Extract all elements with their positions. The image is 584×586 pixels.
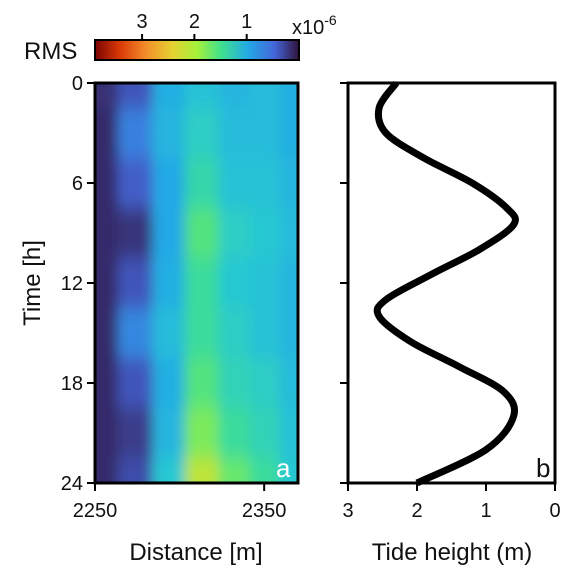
heatmap-cell bbox=[95, 108, 119, 159]
heatmap-cell bbox=[117, 458, 154, 483]
heatmap-cell bbox=[184, 408, 219, 459]
heatmap-cell bbox=[152, 83, 186, 109]
x-axis-title-a: Distance [m] bbox=[129, 539, 262, 566]
heatmap-axes: 0 6 12 18 24 2250 2350 bbox=[61, 73, 287, 522]
heatmap-cell bbox=[279, 458, 298, 483]
tide-frame bbox=[346, 81, 557, 485]
x-tick-label: 2250 bbox=[73, 500, 118, 522]
heatmap-cell bbox=[95, 458, 119, 483]
x-tick-label-b: 1 bbox=[480, 500, 491, 522]
colorbar: RMS 3 2 1 x10-6 bbox=[24, 11, 337, 65]
heatmap-cell bbox=[218, 208, 251, 259]
tide-axes: 3 2 1 0 bbox=[340, 82, 561, 522]
x-tick-label-b: 0 bbox=[549, 500, 560, 522]
heatmap-cell bbox=[152, 108, 186, 159]
heatmap-cell bbox=[184, 258, 219, 309]
heatmap-cell bbox=[184, 458, 219, 483]
heatmap-cell bbox=[95, 308, 119, 359]
heatmap-cell bbox=[117, 108, 154, 159]
heatmap-cell bbox=[249, 108, 280, 159]
tide-panel-b: 3 2 1 0 b Tide height (m) bbox=[340, 80, 561, 566]
heatmap-cell bbox=[279, 158, 298, 209]
x-tick-label-b: 2 bbox=[411, 500, 422, 522]
heatmap-cell bbox=[279, 258, 298, 309]
heatmap-cell bbox=[279, 108, 298, 159]
heatmap-cell bbox=[152, 408, 186, 459]
heatmap-cell bbox=[152, 308, 186, 359]
x-axis-title-b: Tide height (m) bbox=[372, 539, 533, 566]
heatmap-cell bbox=[152, 258, 186, 309]
heatmap-cell bbox=[279, 408, 298, 459]
heatmap-cell bbox=[218, 358, 251, 409]
heatmap-cell bbox=[152, 208, 186, 259]
heatmap-cell bbox=[279, 83, 298, 109]
colorbar-multiplier: x10-6 bbox=[292, 12, 337, 39]
heatmap-cell bbox=[117, 308, 154, 359]
heatmap-cell bbox=[152, 358, 186, 409]
y-tick-label: 18 bbox=[61, 373, 83, 395]
heatmap-cell bbox=[249, 408, 280, 459]
heatmap-cells bbox=[95, 83, 298, 483]
heatmap-cell bbox=[117, 258, 154, 309]
heatmap-cell bbox=[95, 258, 119, 309]
heatmap-cell bbox=[184, 83, 219, 109]
heatmap-cell bbox=[184, 158, 219, 209]
colorbar-title: RMS bbox=[24, 38, 77, 65]
heatmap-cell bbox=[249, 458, 280, 483]
heatmap-cell bbox=[218, 408, 251, 459]
heatmap-cell bbox=[117, 208, 154, 259]
heatmap-cell bbox=[184, 308, 219, 359]
heatmap-cell bbox=[279, 208, 298, 259]
x-tick-label-b: 3 bbox=[342, 500, 353, 522]
heatmap-cell bbox=[95, 83, 119, 109]
heatmap-cell bbox=[249, 208, 280, 259]
heatmap-cell bbox=[249, 258, 280, 309]
panel-letter-a: a bbox=[276, 453, 291, 483]
heatmap-cell bbox=[152, 458, 186, 483]
heatmap-cell bbox=[249, 308, 280, 359]
heatmap-cell bbox=[184, 108, 219, 159]
heatmap-cell bbox=[279, 358, 298, 409]
tide-height-line bbox=[373, 80, 519, 487]
heatmap-cell bbox=[249, 83, 280, 109]
colorbar-gradient bbox=[94, 39, 300, 61]
y-tick-label: 6 bbox=[72, 173, 83, 195]
heatmap-cell bbox=[218, 83, 251, 109]
y-tick-label: 24 bbox=[61, 473, 83, 495]
heatmap-cell bbox=[218, 308, 251, 359]
colorbar-tick-label: 3 bbox=[137, 11, 148, 33]
heatmap-cell bbox=[117, 158, 154, 209]
heatmap-cell bbox=[152, 158, 186, 209]
y-tick-label: 0 bbox=[72, 73, 83, 95]
x-tick-label: 2350 bbox=[242, 500, 287, 522]
heatmap-cell bbox=[184, 208, 219, 259]
heatmap-cell bbox=[218, 258, 251, 309]
heatmap-cell bbox=[184, 358, 219, 409]
colorbar-tick-label: 2 bbox=[189, 11, 200, 33]
colorbar-tick-label: 1 bbox=[241, 11, 252, 33]
y-axis-title-a: Time [h] bbox=[19, 240, 46, 326]
heatmap-cell bbox=[95, 158, 119, 209]
heatmap-panel-a: 0 6 12 18 24 2250 2350 a Distance [m] Time [h] bbox=[19, 73, 300, 566]
heatmap-cell bbox=[218, 458, 251, 483]
colorbar-ticks: 3 2 1 bbox=[137, 11, 252, 40]
heatmap-cell bbox=[218, 158, 251, 209]
heatmap-cell bbox=[218, 108, 251, 159]
heatmap-cell bbox=[279, 308, 298, 359]
heatmap-cell bbox=[117, 358, 154, 409]
heatmap-cell bbox=[95, 358, 119, 409]
heatmap-cell bbox=[95, 408, 119, 459]
heatmap-cell bbox=[249, 358, 280, 409]
heatmap-cell bbox=[249, 158, 280, 209]
heatmap-cell bbox=[117, 408, 154, 459]
panel-letter-b: b bbox=[536, 453, 550, 483]
y-tick-label: 12 bbox=[61, 273, 83, 295]
heatmap-cell bbox=[95, 208, 119, 259]
heatmap-cell bbox=[117, 83, 154, 109]
